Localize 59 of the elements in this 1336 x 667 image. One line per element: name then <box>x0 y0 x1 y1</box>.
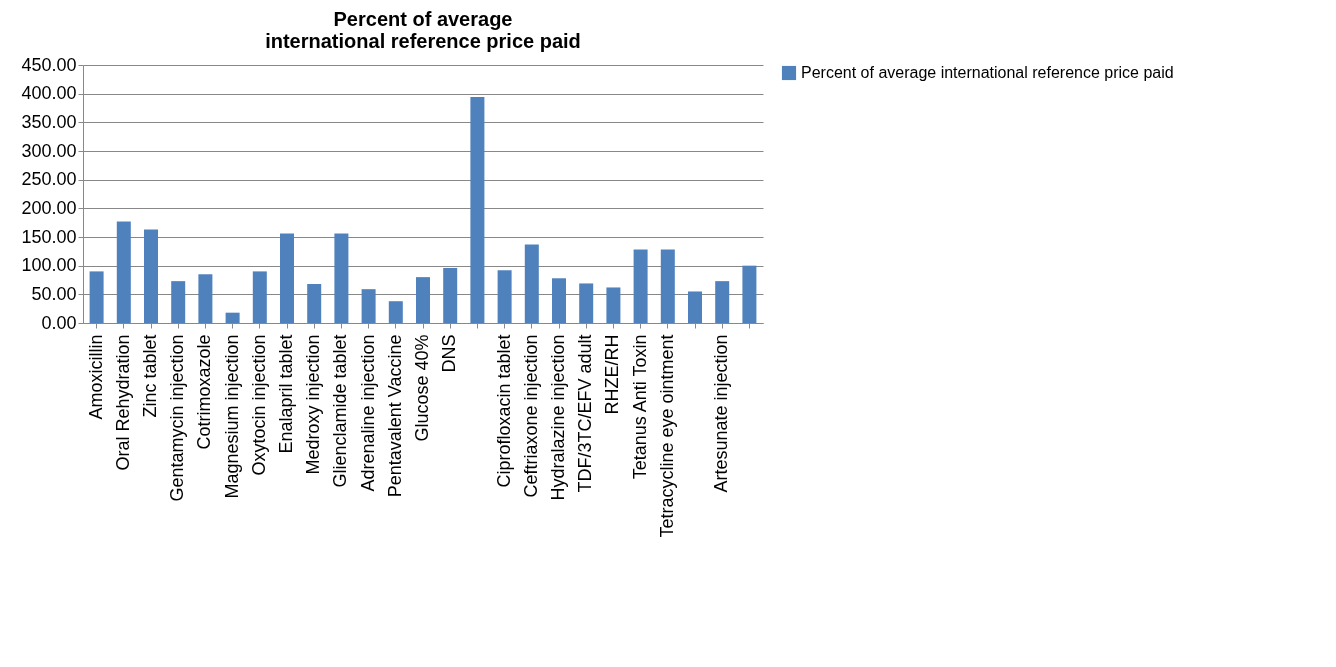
y-tick-label: 250.00 <box>21 169 77 190</box>
x-tick-label: TDF/3TC/EFV adult <box>575 334 596 493</box>
bar <box>144 229 158 323</box>
x-tick-label: Ciprofloxacin tablet <box>493 334 514 488</box>
bar <box>334 233 349 323</box>
x-tick-label: Glienclamide tablet <box>330 334 351 488</box>
bar <box>307 284 322 323</box>
bar <box>742 265 757 323</box>
x-tick-label: Hydralazine injection <box>548 334 568 501</box>
bar <box>688 291 702 323</box>
bar <box>715 281 730 323</box>
bar <box>497 270 512 323</box>
chart-title: Percent of average international reference price paid <box>265 8 581 52</box>
x-tick-label: Tetracycline eye ointment <box>656 334 677 538</box>
x-tick-label: Cotrimoxazole <box>194 334 215 450</box>
x-tick-label: Oxytocin injection <box>248 334 269 476</box>
bar <box>89 271 104 323</box>
bar <box>116 221 131 323</box>
x-tick-label: Adrenaline injection <box>357 334 378 492</box>
y-tick-label: 400.00 <box>21 83 77 104</box>
y-tick-label: 200.00 <box>21 197 77 218</box>
y-tick-label: 300.00 <box>21 140 77 161</box>
x-tick-label: DNS <box>439 334 460 373</box>
x-tick-label: Enalapril tablet <box>276 334 296 454</box>
x-tick-label: Tetanus Anti Toxin <box>629 334 650 480</box>
x-tick-label: Oral Rehydration <box>112 334 133 471</box>
legend-label: Percent of average international reference price paid <box>801 64 1174 81</box>
bar <box>361 289 376 323</box>
bar <box>388 301 403 323</box>
bar <box>252 271 267 323</box>
bar <box>171 281 186 323</box>
bar <box>579 283 594 323</box>
y-tick-label: 350.00 <box>21 111 77 132</box>
x-tick-label: Glucose 40% <box>412 334 432 442</box>
y-tick-label: 100.00 <box>21 255 77 276</box>
x-tick-label: RHZE/RH <box>602 334 623 415</box>
bar <box>225 312 240 323</box>
bar <box>524 244 539 323</box>
x-tick-label: Magnesium injection <box>221 334 242 499</box>
x-tick-label: Pentavalent Vaccine <box>384 334 405 498</box>
bar <box>633 249 648 323</box>
x-tick-label: Zinc tablet <box>140 334 160 418</box>
x-tick-label: Artesunate injection <box>711 334 732 493</box>
bar <box>443 267 458 323</box>
bar <box>552 278 566 323</box>
x-tick-label: Amoxicillin <box>85 334 106 420</box>
bar <box>280 233 294 323</box>
x-tick-label: Gentamycin injection <box>167 334 188 502</box>
bar <box>416 277 430 323</box>
x-tick-label: Ceftriaxone injection <box>520 334 541 498</box>
bar <box>660 249 675 323</box>
bar <box>470 97 485 323</box>
x-tick-label: Medroxy injection <box>303 334 324 475</box>
bar <box>198 274 213 323</box>
bar <box>606 287 621 323</box>
y-tick-label: 150.00 <box>21 226 77 247</box>
y-tick-label: 50.00 <box>31 283 77 304</box>
y-tick-label: 450.00 <box>21 54 77 75</box>
y-tick-label: 0.00 <box>41 312 77 333</box>
